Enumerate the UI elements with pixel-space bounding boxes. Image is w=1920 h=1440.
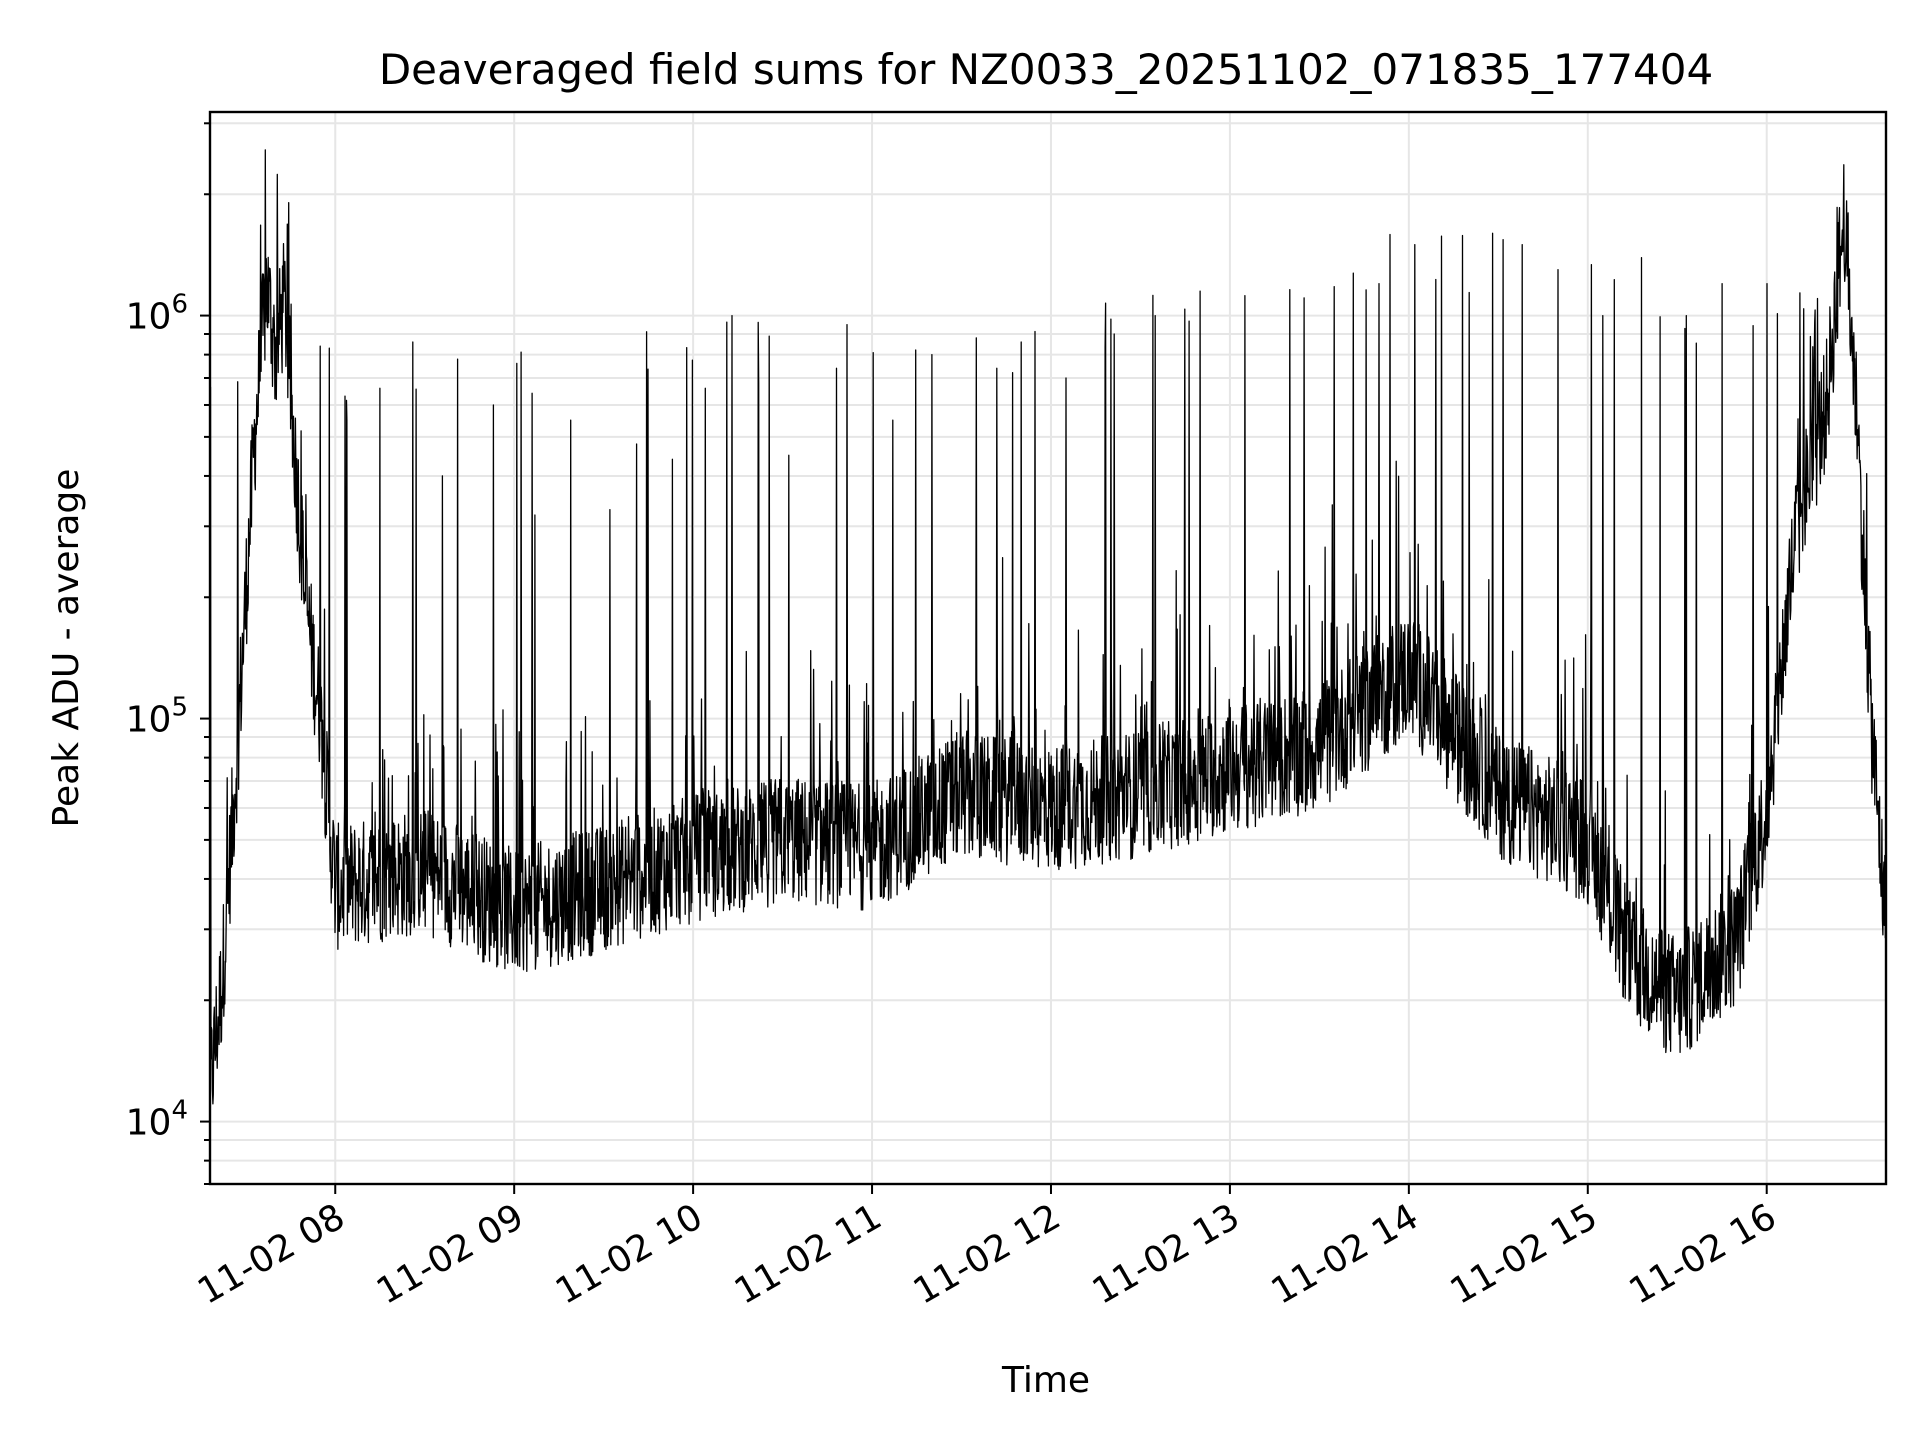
chart-title: Deaveraged field sums for NZ0033_2025110… bbox=[379, 45, 1713, 94]
y-axis-label: Peak ADU - average bbox=[46, 469, 87, 828]
plot-area bbox=[209, 149, 1887, 1105]
y-tick-label: 104 bbox=[126, 1096, 188, 1144]
y-tick-label: 106 bbox=[126, 290, 188, 338]
plot-frame bbox=[208, 110, 1888, 1186]
series-line bbox=[209, 149, 1887, 1105]
x-axis-label: Time bbox=[1001, 1360, 1090, 1401]
grid bbox=[210, 112, 1886, 1185]
y-tick-label: 105 bbox=[126, 693, 188, 741]
